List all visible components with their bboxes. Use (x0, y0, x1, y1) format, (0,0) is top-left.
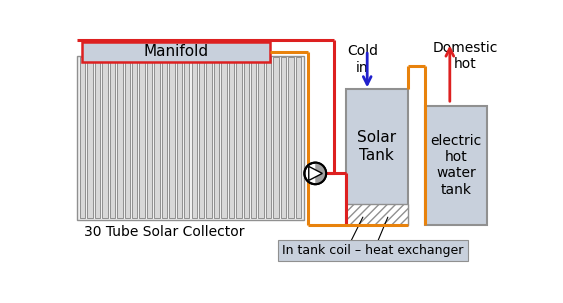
Text: Manifold: Manifold (144, 44, 209, 59)
Text: In tank coil – heat exchanger: In tank coil – heat exchanger (282, 244, 463, 257)
Bar (346, 204, 408, 225)
Bar (110, 57, 115, 218)
Bar (199, 57, 204, 218)
Text: Solar
Tank: Solar Tank (357, 130, 396, 163)
Polygon shape (309, 166, 323, 180)
Bar (244, 57, 249, 218)
Bar (169, 57, 175, 218)
Bar (229, 57, 234, 218)
Bar (80, 57, 86, 218)
Text: electric
hot
water
tank: electric hot water tank (430, 134, 481, 197)
Bar (258, 57, 264, 218)
Bar (184, 57, 190, 218)
Bar (117, 57, 123, 218)
Bar (102, 57, 108, 218)
Bar (251, 57, 257, 218)
Bar (207, 57, 212, 218)
Bar (147, 57, 153, 218)
Text: Cold
in: Cold in (347, 44, 378, 75)
Bar (82, 42, 270, 62)
Bar (95, 57, 100, 218)
Bar (177, 57, 182, 218)
Bar (154, 57, 160, 218)
Bar (346, 89, 408, 225)
Bar (162, 57, 167, 218)
Text: Domestic
hot: Domestic hot (432, 41, 498, 71)
Bar (236, 57, 242, 218)
Bar (140, 57, 145, 218)
Bar (296, 57, 301, 218)
Bar (281, 57, 286, 218)
Bar (214, 57, 219, 218)
Bar (132, 57, 137, 218)
Bar (221, 57, 227, 218)
Bar (77, 56, 305, 220)
Bar (124, 57, 130, 218)
Bar (87, 57, 93, 218)
Wedge shape (315, 163, 326, 184)
Bar (288, 57, 294, 218)
Circle shape (305, 163, 326, 184)
Text: 30 Tube Solar Collector: 30 Tube Solar Collector (84, 225, 245, 239)
Bar (425, 106, 486, 225)
Bar (266, 57, 271, 218)
Bar (274, 57, 279, 218)
Bar (191, 57, 197, 218)
